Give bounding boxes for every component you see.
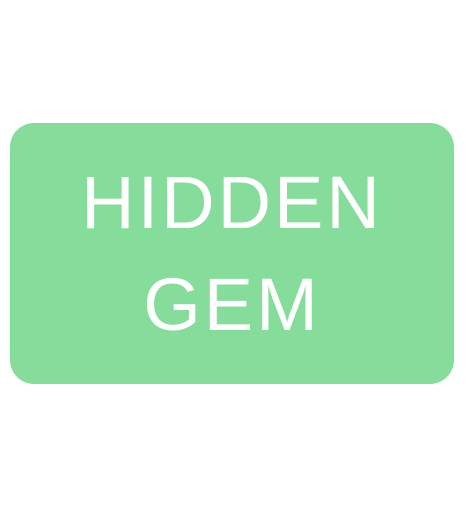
badge-line-1: HIDDEN xyxy=(81,160,383,244)
badge-line-2: GEM xyxy=(143,262,321,346)
hidden-gem-badge: HIDDEN GEM xyxy=(10,123,454,384)
